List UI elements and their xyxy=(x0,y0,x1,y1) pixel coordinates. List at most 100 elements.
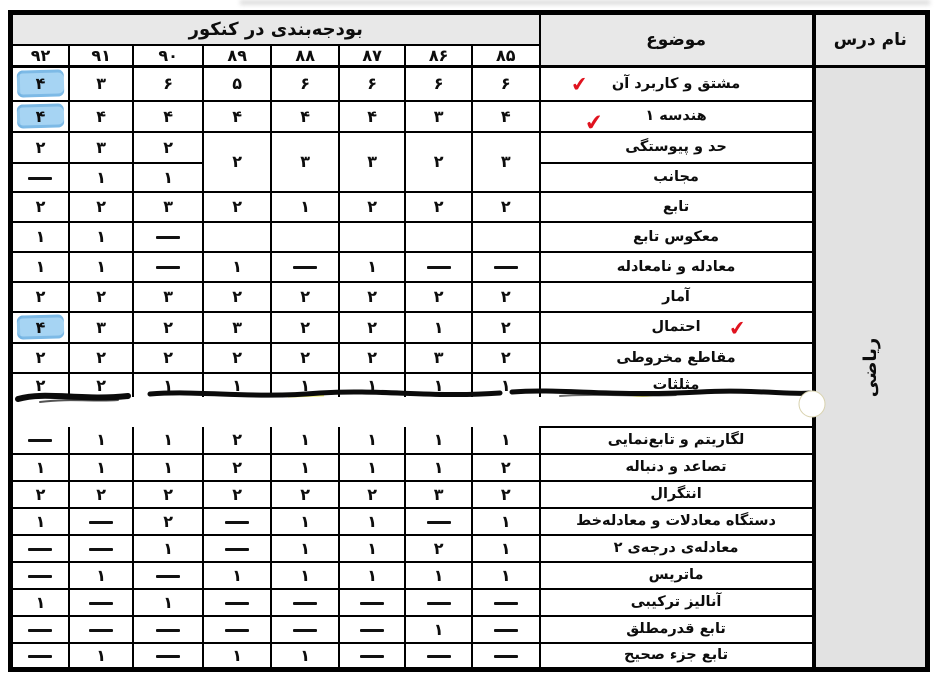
year-col-header: ۸۷ xyxy=(337,43,407,68)
table-row: ۱ ۱ مجانب xyxy=(9,161,928,193)
value-cell: ۳ xyxy=(132,190,204,223)
value-cell: ۱ xyxy=(470,560,541,590)
topic-label: آنالیز ترکیبی xyxy=(630,594,722,610)
value-cell: ۵ xyxy=(201,65,273,102)
table-row: ۴ ۳ ۶ ۵ ۶ ۶ ۶ ۶ ✔ مشتق و کاربرد آن ریاضی xyxy=(9,65,929,671)
value-cell xyxy=(9,426,70,455)
value-cell: ۱ xyxy=(132,426,204,455)
dash-mark xyxy=(493,266,518,269)
value-cell: ۲ xyxy=(404,280,473,313)
value-cell: ۶ xyxy=(337,65,407,102)
value-cell: ۲ xyxy=(337,341,407,374)
topic-label: مجانب xyxy=(653,169,699,185)
topic-cell: ماتریس xyxy=(538,560,815,590)
value-cell: ۴ xyxy=(470,99,541,133)
value-cell xyxy=(470,250,541,283)
dash-mark xyxy=(28,574,53,578)
value-cell: ۱ xyxy=(337,533,407,563)
value-cell xyxy=(132,560,204,590)
topic-label: معادله و نامعادله xyxy=(616,258,736,275)
year-col-header: ۸۶ xyxy=(404,43,473,68)
year-col-header: ۸۵ xyxy=(470,43,541,68)
dash-mark xyxy=(28,654,53,658)
course-header: نام درس xyxy=(811,11,929,68)
value-cell-merged: ۲ xyxy=(404,130,473,193)
value-cell: ۱ xyxy=(67,641,135,671)
topic-label: مثلثات xyxy=(652,377,700,393)
value-cell: ۲ xyxy=(9,371,70,397)
year-col-header: ۹۲ xyxy=(9,43,70,68)
value-cell xyxy=(337,587,407,617)
table-row: ۱ ۱ ۱ ۲ ۱ معادله‌ی درجه‌ی ۲ xyxy=(9,533,928,563)
value-cell xyxy=(270,614,340,644)
value-cell: ۱ xyxy=(404,452,473,482)
value-cell: ۴ xyxy=(270,99,340,133)
value-cell: ۴ xyxy=(9,65,70,102)
value-cell: ۱ xyxy=(67,161,135,193)
value-cell xyxy=(337,641,407,671)
value-cell xyxy=(132,220,204,253)
value-cell: ۲ xyxy=(470,479,541,509)
topic-cell: تابع جزء صحیح xyxy=(538,641,815,671)
value-cell: ۲ xyxy=(470,452,541,482)
course-name-vertical: ریاضی xyxy=(859,337,881,398)
dash-mark xyxy=(28,628,53,632)
value-cell: ۳ xyxy=(132,280,204,313)
value-cell xyxy=(404,250,473,283)
value-cell xyxy=(132,614,204,644)
value-cell: ۱ xyxy=(132,161,204,193)
value-cell: ۲ xyxy=(67,280,135,313)
value-cell xyxy=(337,220,407,253)
value-cell xyxy=(67,587,135,617)
value-cell: ۱ xyxy=(337,426,407,455)
dash-mark xyxy=(426,520,451,524)
value-cell: ۲ xyxy=(132,130,204,164)
value-cell xyxy=(470,614,541,644)
table-row: ۱ ۲ ۱ ۱ ۱ دستگاه معادلات و معادله‌خط xyxy=(9,506,928,536)
table-row: ۲ ۲ ۱ ۱ ۱ ۱ ۱ ۱ مثلثات xyxy=(9,371,928,397)
course-name-cell: ریاضی xyxy=(811,65,929,671)
value-cell: ۲ xyxy=(337,190,407,223)
topic-cell: معادله و نامعادله xyxy=(538,250,815,283)
value-cell: ۲ xyxy=(404,533,473,563)
value-cell xyxy=(201,614,273,644)
value-cell: ۴ xyxy=(201,99,273,133)
dash-mark xyxy=(156,266,181,269)
konkur-budget-table: بودجه‌بندی در کنکور موضوع نام درس ۹۲ ۹۱ ۹۰ ۸۹ ۸… xyxy=(8,10,930,672)
topic-label: احتمال xyxy=(651,319,701,335)
topic-cell: تصاعد و دنباله xyxy=(538,452,815,482)
topic-cell: مثلثات xyxy=(538,371,815,397)
year-col-header: ۹۰ xyxy=(132,43,204,68)
dash-mark xyxy=(225,547,250,551)
dash-mark xyxy=(293,601,318,605)
dash-mark xyxy=(493,628,518,632)
value-cell: ۲ xyxy=(270,341,340,374)
topic-label: آمار xyxy=(662,288,690,305)
table-row: ۱ ۱ معکوس تابع xyxy=(9,220,928,253)
value-cell xyxy=(9,161,70,193)
value-cell: ۴ xyxy=(337,99,407,133)
table-row: ۴ ۴ ۴ ۴ ۴ ۴ ۳ ۴ ✔ هندسه ۱ xyxy=(9,99,928,136)
value-cell xyxy=(201,220,273,253)
value-cell: ۱ xyxy=(201,371,273,397)
table-row: ۱ ۱ ۱ ۲ ۱ ۱ ۱ ۲ تصاعد و دنباله xyxy=(9,452,928,482)
topic-label: حد و پیوستگی xyxy=(625,139,727,155)
topic-label: تابع جزء صحیح xyxy=(624,647,729,664)
dash-mark xyxy=(28,547,53,551)
topic-label: دستگاه معادلات و معادله‌خط xyxy=(576,513,776,529)
topic-cell: آنالیز ترکیبی xyxy=(538,587,815,617)
value-cell xyxy=(9,641,70,671)
red-checkmark-icon: ✔ xyxy=(727,314,747,341)
value-cell: ۱ xyxy=(270,560,340,590)
dash-mark xyxy=(293,628,318,632)
dash-mark xyxy=(225,601,250,605)
topic-label: تابع xyxy=(662,198,690,215)
dash-mark xyxy=(225,628,250,632)
value-cell: ۲ xyxy=(9,190,70,223)
topic-cell: تابع xyxy=(538,190,815,223)
value-cell-merged: ۳ xyxy=(337,130,407,193)
topic-label: مقاطع مخروطی xyxy=(616,349,736,366)
value-cell: ۱ xyxy=(67,426,135,455)
value-cell: ۱ xyxy=(201,250,273,283)
